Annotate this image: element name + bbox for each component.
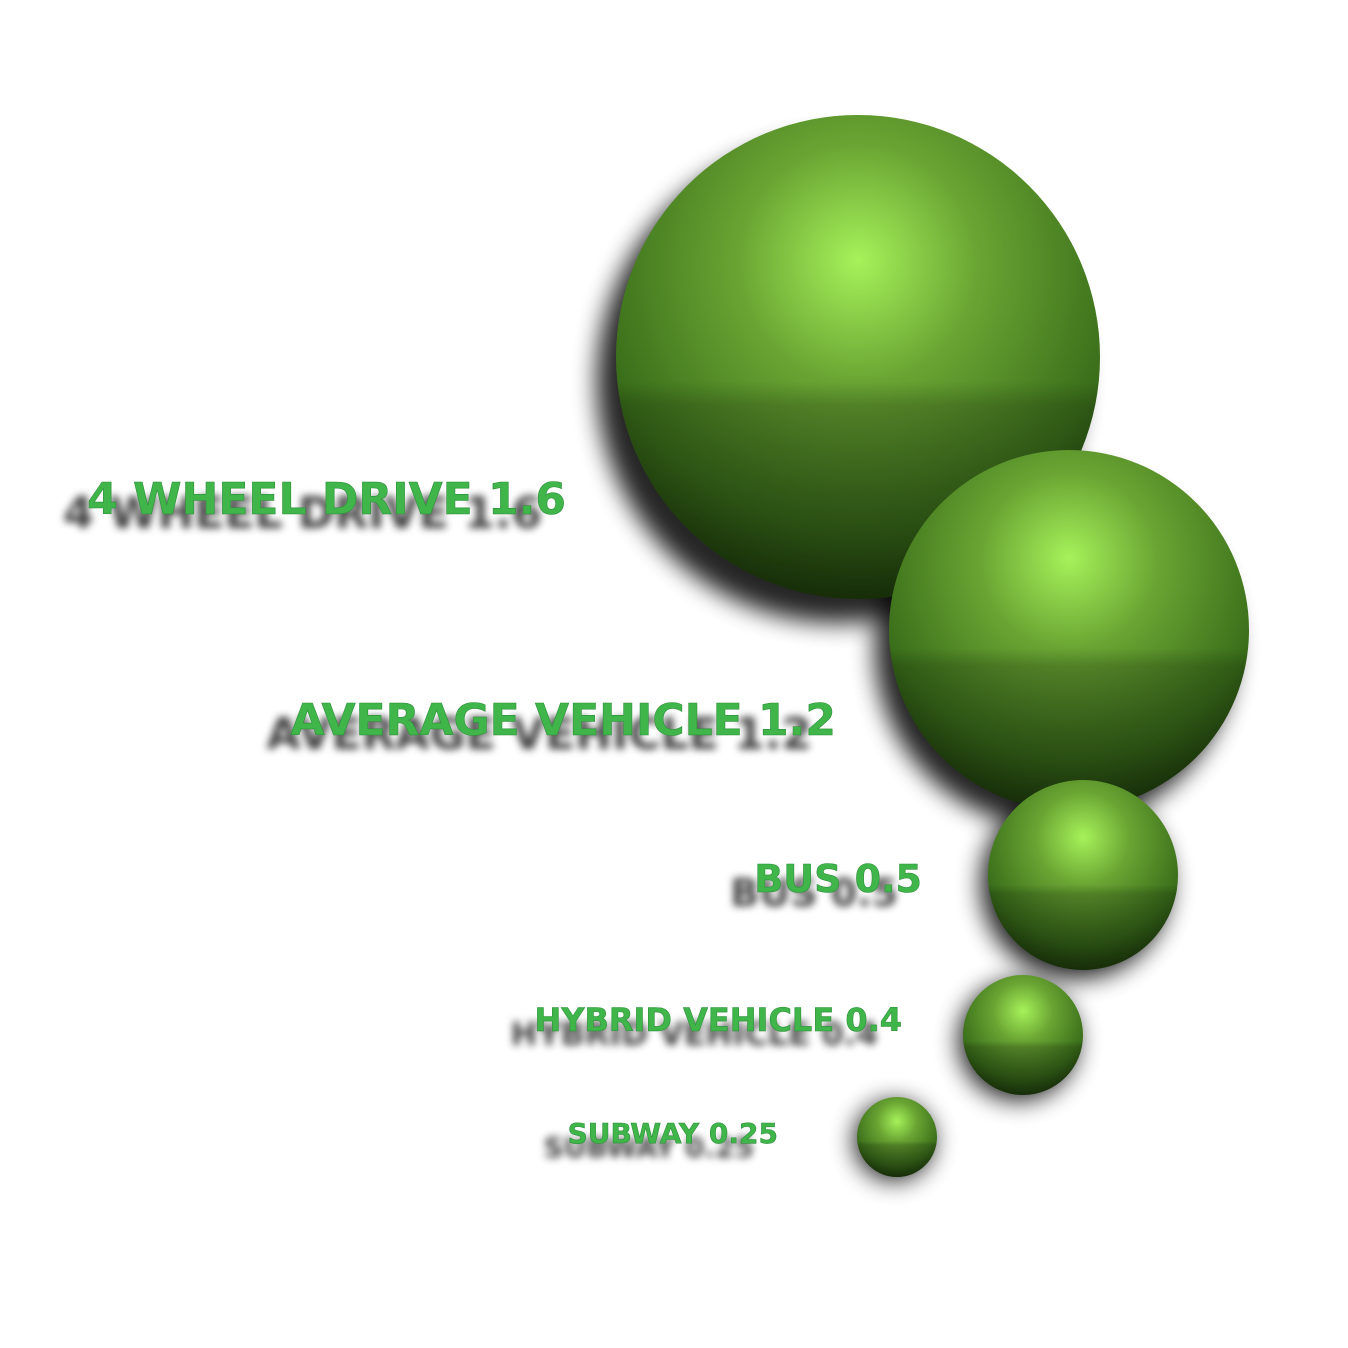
bubble-shading-subway bbox=[857, 1097, 937, 1177]
bubble-label-bus: Bus 0.5 bbox=[754, 857, 922, 901]
bubble-label-subway: Subway 0.25 bbox=[568, 1117, 778, 1150]
bubble-label-shadow-4-wheel-drive: 4 Wheel Drive 1.6 bbox=[63, 488, 542, 539]
bubble-label-shadow-hybrid-vehicle: Hybrid Vehicle 0.4 bbox=[511, 1015, 878, 1053]
bubble-label-4-wheel-drive: 4 Wheel Drive 1.6 bbox=[87, 474, 566, 525]
bubble-shading-average-vehicle bbox=[889, 450, 1249, 810]
bubble-labels: 4 Wheel Drive 1.64 Wheel Drive 1.6 Averag… bbox=[63, 474, 922, 1164]
bubble-label-shadow-bus: Bus 0.5 bbox=[730, 871, 898, 915]
bubble-shading-hybrid-vehicle bbox=[963, 975, 1083, 1095]
bubble-label-hybrid-vehicle: Hybrid Vehicle 0.4 bbox=[535, 1001, 902, 1039]
bubble-label-shadow-subway: Subway 0.25 bbox=[544, 1131, 754, 1164]
bubble-shading-bus bbox=[988, 780, 1178, 970]
bubbles bbox=[616, 115, 1249, 1177]
bubble-label-shadow-average-vehicle: Average Vehicle 1.2 bbox=[266, 709, 812, 760]
bubble-label-average-vehicle: Average Vehicle 1.2 bbox=[290, 695, 836, 746]
